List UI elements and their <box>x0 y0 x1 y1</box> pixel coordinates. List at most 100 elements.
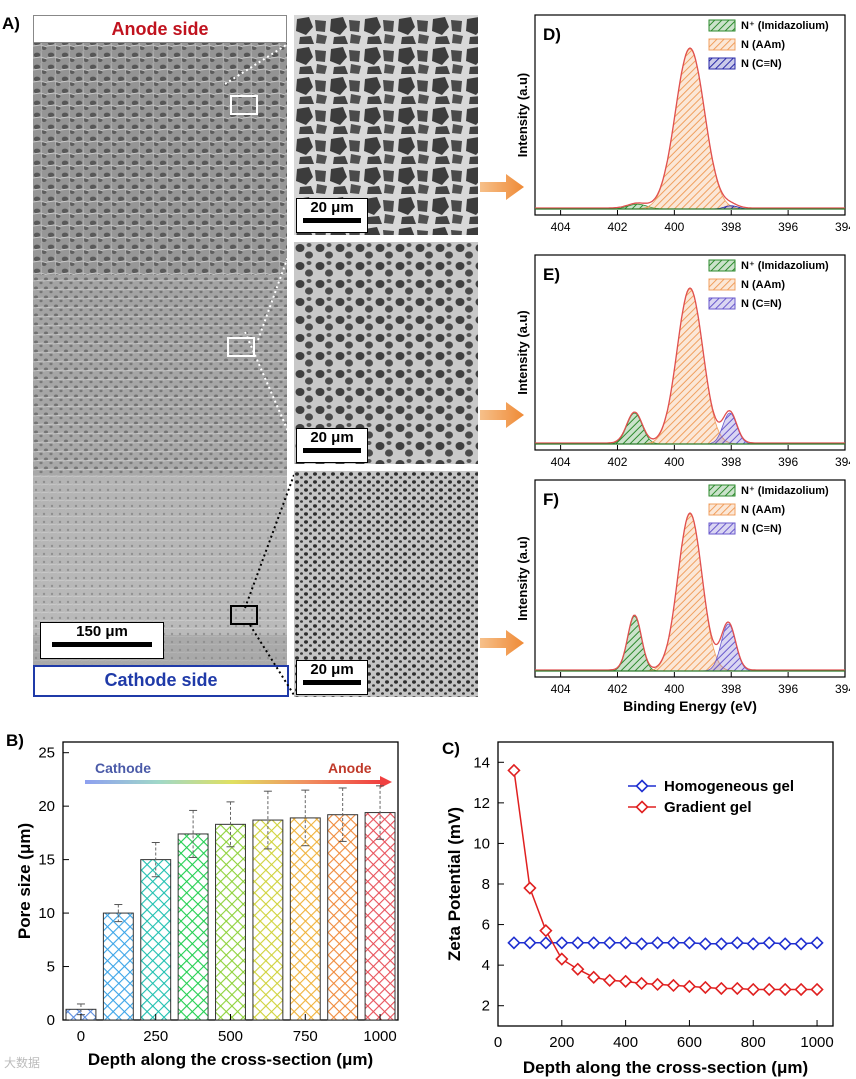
sem-zoom-bottom-texture <box>294 471 478 697</box>
xps-E-frame <box>534 254 846 451</box>
zoom-region-top-marker <box>230 95 258 115</box>
series-0-point <box>634 937 649 951</box>
line-y-tick-label: 8 <box>482 876 490 893</box>
main-scale-bar-box: 150 μm <box>40 622 164 659</box>
series-0-point <box>523 936 537 950</box>
xps-D-legend-swatch <box>708 57 736 70</box>
series-1-point <box>539 924 553 938</box>
xps-D-frame <box>534 14 846 216</box>
series-0-point <box>682 936 697 950</box>
gradient-arrow-start-label: Cathode <box>95 760 151 776</box>
connector-mid-a <box>257 239 295 341</box>
bar-375 <box>177 833 209 1021</box>
bar-750 <box>289 817 321 1021</box>
xps-D-legend-label: N (C≡N) <box>741 58 782 70</box>
line-x-tick-label: 600 <box>677 1034 702 1051</box>
xps-E-ylabel: Intensity (a.u) <box>515 310 530 395</box>
xps-E-tick-label: 398 <box>721 455 741 469</box>
sem-zoom-middle: 20 μm <box>294 242 478 464</box>
legend-marker-0 <box>635 779 649 793</box>
xps-F-xlabel: Binding Energy (eV) <box>623 698 757 714</box>
xps-D-legend-swatch <box>708 38 736 51</box>
zoom-top-scale-bar <box>303 218 361 223</box>
bar-500 <box>215 823 246 1021</box>
arrow-to-f <box>480 630 524 656</box>
line-x-tick-label: 0 <box>494 1034 502 1051</box>
panel-letter-a: A) <box>2 14 20 33</box>
xps-panel-f: 404 402 400 398 396 394 F) Intensity (a.u) N⁺ (I… <box>515 479 850 714</box>
bar-125 <box>102 912 134 1021</box>
xps-F-frame <box>534 479 846 678</box>
cathode-side-text: Cathode side <box>104 670 218 690</box>
gradient-arrow-head <box>380 776 392 788</box>
legend-marker-1 <box>635 800 649 814</box>
sem-zoom-middle-texture <box>294 242 478 464</box>
xps-D-tick-label: 404 <box>551 220 571 234</box>
xps-F-tick-label: 396 <box>778 682 798 696</box>
xps-D-legend-label: N (AAm) <box>741 39 785 51</box>
line-y-tick-label: 4 <box>482 957 490 974</box>
xps-E-tick-label: 400 <box>664 455 684 469</box>
line-x-tick-label: 200 <box>549 1034 574 1051</box>
zoom-top-scale-box: 20 μm <box>296 198 368 233</box>
series-1-point <box>730 981 744 996</box>
xps-D-envelope <box>535 47 845 209</box>
series-0-point <box>778 937 792 951</box>
bar-y-tick-label: 25 <box>38 745 55 762</box>
series-0-point <box>507 936 521 950</box>
xps-E-envelope <box>535 287 845 444</box>
xps-F-tick-label: 394 <box>835 682 850 696</box>
line-x-tick-label: 800 <box>741 1034 766 1051</box>
bar-x-tick-label: 1000 <box>363 1028 396 1045</box>
series-1-point <box>794 982 808 997</box>
xps-E-tick-label: 396 <box>778 455 798 469</box>
series-0-point <box>603 936 617 950</box>
zoom-region-mid-marker <box>227 337 255 357</box>
xps-panel-e: 404 402 400 398 396 394 E) Intensity (a.u) N⁺ (I… <box>515 254 850 469</box>
xps-F-ylabel: Intensity (a.u) <box>515 536 530 621</box>
xps-F-tick-label: 404 <box>551 682 571 696</box>
series-0-point <box>762 936 776 950</box>
zoom-middle-scale-box: 20 μm <box>296 428 368 463</box>
xps-D-legend-swatch <box>708 19 736 32</box>
series-1-point <box>762 982 776 997</box>
line-y-tick-label: 14 <box>473 754 490 771</box>
series-0-point <box>587 936 601 950</box>
cathode-side-label: Cathode side <box>33 665 289 697</box>
xps-E-panel-letter: E) <box>543 265 560 284</box>
bar-x-tick-label: 0 <box>77 1028 85 1045</box>
xps-F-tick-label: 398 <box>721 682 741 696</box>
xps-E-peak-1 <box>535 288 845 445</box>
xps-E-tick-label: 394 <box>835 455 850 469</box>
xps-E-legend-swatch <box>708 259 736 272</box>
zoom-region-bottom-marker <box>230 605 258 625</box>
zoom-bottom-scale-box: 20 μm <box>296 660 368 695</box>
xps-F-legend-swatch <box>708 484 736 497</box>
line-x-axis-label: Depth along the cross-section (μm) <box>523 1058 808 1077</box>
xps-F-legend-swatch <box>708 522 736 535</box>
gradient-arrow-end-label: Anode <box>328 760 372 776</box>
xps-F-tick-label: 400 <box>664 682 684 696</box>
series-1-point <box>634 976 649 991</box>
xps-D-tick-label: 400 <box>664 220 684 234</box>
bar-y-tick-label: 0 <box>47 1012 55 1029</box>
series-0-point <box>618 936 633 950</box>
xps-E-legend-swatch <box>708 278 736 291</box>
series-1-point <box>698 980 713 995</box>
series-0-point <box>555 936 569 950</box>
watermark-text: 大数据 <box>4 1056 41 1070</box>
anode-side-text: Anode side <box>111 19 209 39</box>
series-0-point <box>794 937 808 951</box>
xps-D-peak-1 <box>535 48 845 210</box>
xps-E-legend-label: N⁺ (Imidazolium) <box>741 260 829 272</box>
series-1-point <box>555 952 569 966</box>
bar-1000 <box>364 812 396 1021</box>
series-0-point <box>650 936 665 950</box>
xps-F-peak-1 <box>535 513 845 672</box>
zeta-potential-line-chart: C) Homogeneous gel Gradient gel 2 4 6 8 10 12 14 0… <box>442 739 834 1077</box>
xps-D-tick-label: 398 <box>721 220 741 234</box>
bar-y-tick-label: 5 <box>47 959 55 976</box>
xps-F-legend-label: N⁺ (Imidazolium) <box>741 485 829 497</box>
xps-F-legend-swatch <box>708 503 736 516</box>
